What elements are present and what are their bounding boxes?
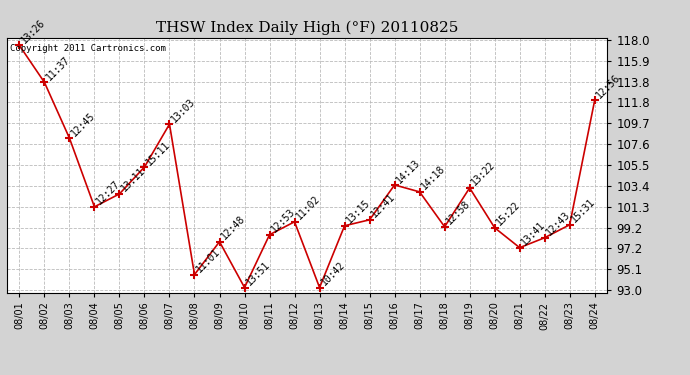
Text: 13:11: 13:11	[119, 166, 147, 194]
Text: Copyright 2011 Cartronics.com: Copyright 2011 Cartronics.com	[10, 44, 166, 53]
Text: 13:41: 13:41	[520, 220, 547, 248]
Text: 13:22: 13:22	[470, 160, 497, 188]
Text: 15:11: 15:11	[144, 139, 172, 167]
Text: 13:15: 13:15	[344, 198, 373, 226]
Text: 12:43: 12:43	[544, 210, 573, 238]
Text: 11:01: 11:01	[195, 247, 222, 274]
Text: 14:13: 14:13	[395, 157, 422, 185]
Text: 10:42: 10:42	[319, 260, 347, 288]
Text: 13:26: 13:26	[19, 18, 47, 45]
Text: 13:03: 13:03	[170, 96, 197, 124]
Text: 13:51: 13:51	[244, 260, 273, 288]
Text: 11:02: 11:02	[295, 194, 322, 222]
Text: 12:27: 12:27	[95, 179, 122, 207]
Text: 12:58: 12:58	[444, 199, 473, 227]
Text: 12:56: 12:56	[595, 72, 622, 100]
Text: 12:48: 12:48	[219, 214, 247, 242]
Text: 14:18: 14:18	[420, 164, 447, 192]
Text: 12:53: 12:53	[270, 207, 297, 235]
Title: THSW Index Daily High (°F) 20110825: THSW Index Daily High (°F) 20110825	[156, 21, 458, 35]
Text: 15:31: 15:31	[570, 197, 598, 225]
Text: 12:41: 12:41	[370, 192, 397, 220]
Text: 11:37: 11:37	[44, 54, 72, 82]
Text: 15:22: 15:22	[495, 200, 522, 228]
Text: 12:45: 12:45	[70, 110, 97, 138]
